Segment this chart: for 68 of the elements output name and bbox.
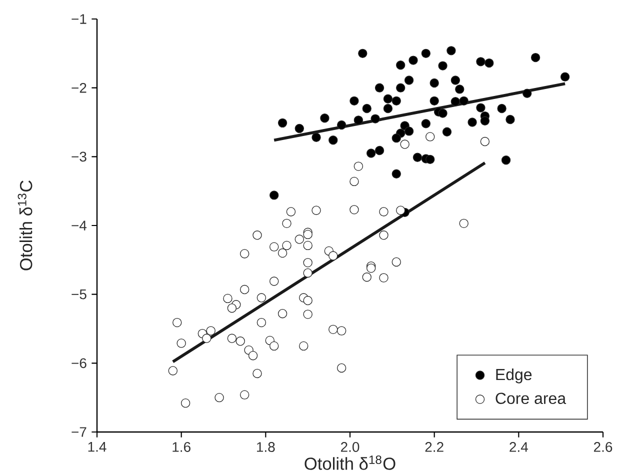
point	[450, 96, 460, 106]
point	[450, 76, 460, 85]
point	[392, 133, 401, 143]
legend-label: Core area	[496, 392, 566, 404]
point	[374, 83, 384, 92]
point	[350, 96, 359, 106]
point	[476, 56, 486, 66]
point	[370, 114, 380, 124]
legend-label: Edge	[496, 368, 532, 384]
point	[383, 104, 393, 113]
x-tick-label: 1.8	[257, 442, 275, 452]
point	[506, 114, 515, 124]
point	[421, 48, 431, 58]
point	[408, 56, 418, 65]
point	[522, 88, 532, 98]
point	[270, 190, 279, 200]
x-axis-title: Otolith δ$^{18}$O	[304, 455, 396, 470]
point	[484, 58, 494, 68]
point	[421, 118, 431, 128]
point	[446, 46, 456, 56]
y-axis-title: Otolith δ$^{13}$C	[18, 180, 32, 270]
y-tick-label: −2	[72, 82, 86, 93]
y-tick-label: −6	[72, 358, 86, 368]
point	[438, 61, 448, 70]
point	[497, 104, 506, 113]
x-tick-label: 1.4	[88, 442, 106, 452]
point	[459, 96, 468, 106]
point	[294, 124, 304, 133]
point	[442, 127, 452, 136]
point	[560, 72, 570, 82]
point	[501, 155, 511, 165]
y-tick-label: −3	[72, 152, 86, 162]
point	[374, 146, 384, 155]
point	[366, 148, 376, 158]
point	[320, 113, 330, 123]
point	[392, 169, 401, 178]
point	[396, 60, 406, 70]
x-tick-label: 2.2	[425, 442, 444, 452]
x-tick-label: 1.6	[172, 442, 190, 452]
point	[480, 116, 490, 126]
point	[426, 154, 435, 164]
point	[392, 96, 401, 106]
x-tick-label: 2.6	[594, 442, 612, 452]
point	[358, 48, 368, 58]
point	[412, 152, 422, 162]
point	[396, 83, 406, 92]
point	[530, 52, 540, 62]
point	[430, 96, 439, 106]
point	[354, 115, 364, 125]
point	[455, 84, 464, 94]
point	[328, 135, 338, 145]
point	[404, 76, 414, 85]
y-tick-label: −7	[72, 427, 86, 437]
point	[312, 132, 321, 142]
point	[278, 118, 288, 128]
x-tick-label: 2.0	[340, 442, 360, 452]
point	[430, 78, 439, 88]
point	[438, 108, 448, 118]
point	[362, 104, 372, 113]
x-tick-label: 2.4	[510, 442, 528, 452]
point	[476, 103, 486, 112]
point	[336, 120, 346, 130]
y-tick-label: −1	[72, 14, 86, 24]
y-tick-label: −5	[72, 289, 86, 300]
point	[383, 94, 393, 104]
point	[404, 126, 414, 136]
y-tick-label: −4	[72, 220, 87, 230]
point	[468, 117, 477, 127]
